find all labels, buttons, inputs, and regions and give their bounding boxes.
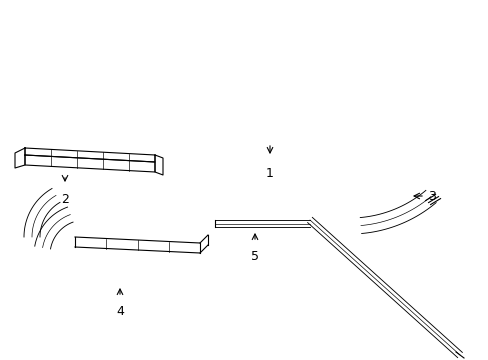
Text: 5: 5 xyxy=(250,250,259,263)
Text: 2: 2 xyxy=(61,193,69,206)
Text: 3: 3 xyxy=(427,189,435,202)
Text: 4: 4 xyxy=(116,305,123,318)
Text: 1: 1 xyxy=(265,167,273,180)
